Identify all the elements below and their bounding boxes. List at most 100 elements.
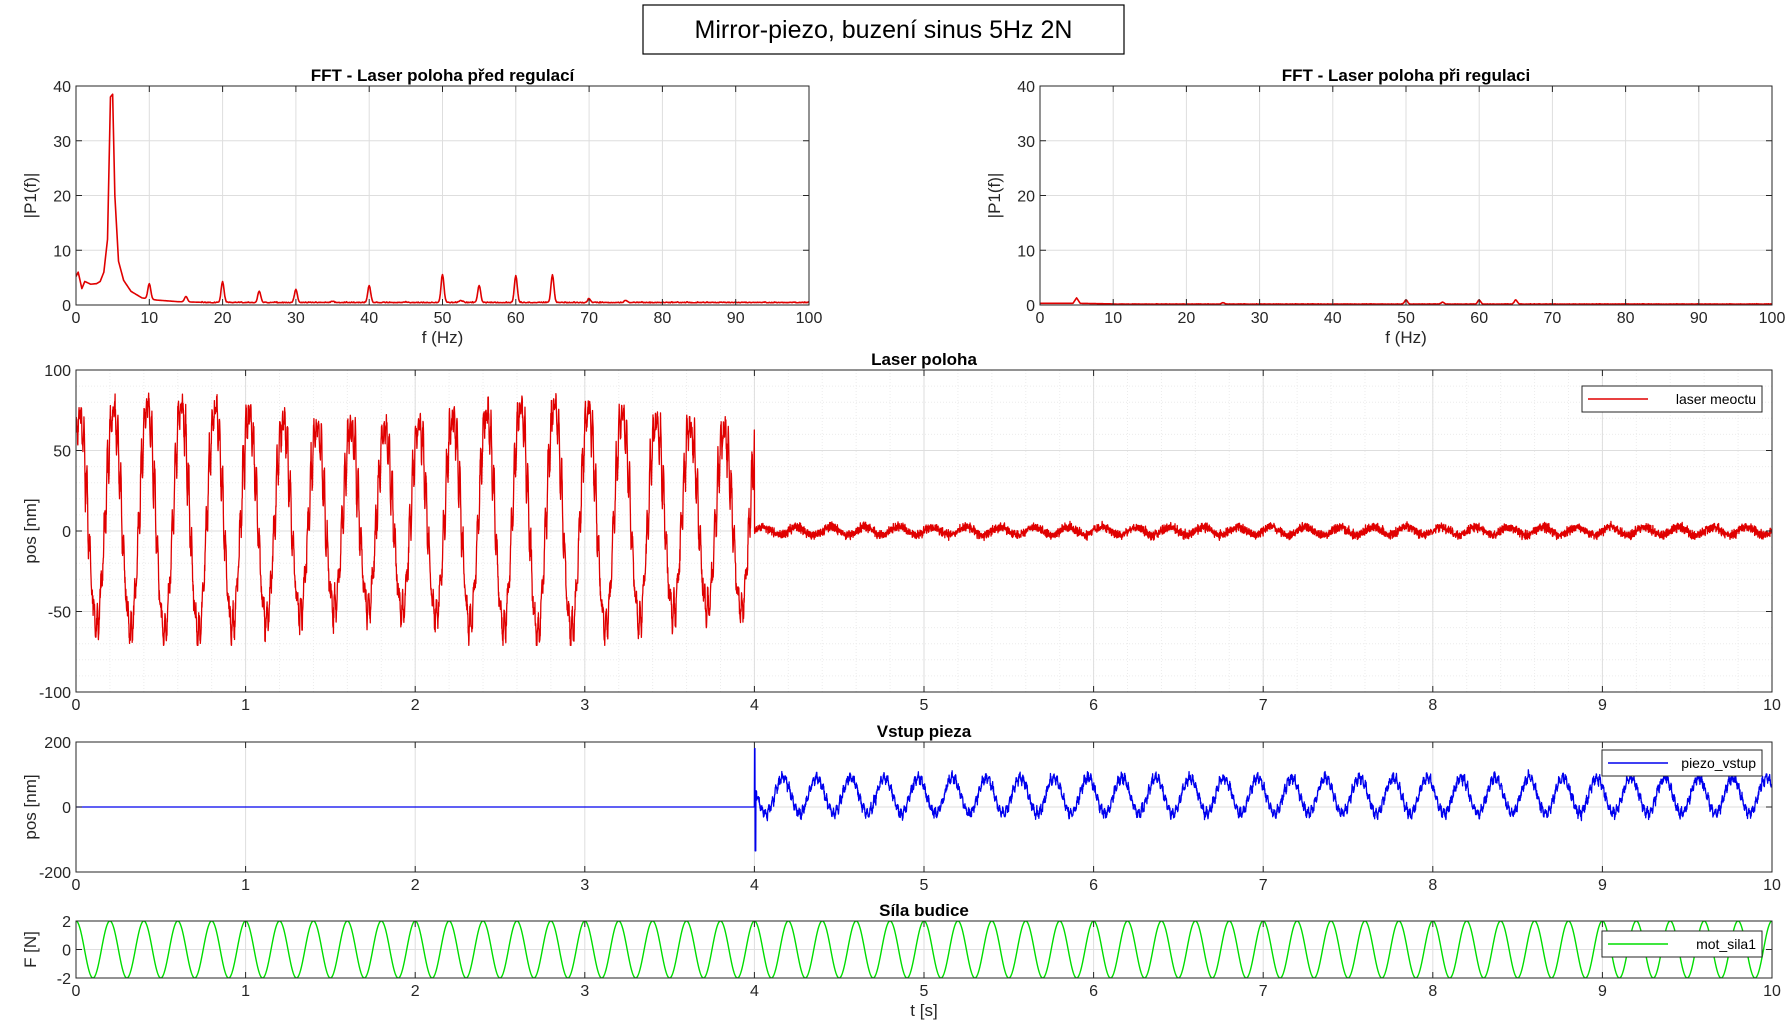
- legend-label: mot_sila1: [1696, 936, 1756, 952]
- tick-marks: [75, 369, 1773, 693]
- x-tick-label: 6: [1089, 697, 1098, 714]
- x-tick-label: 0: [72, 877, 81, 894]
- x-tick-label: 4: [750, 697, 759, 714]
- axes-fft-during: 0 10 20 30 40 50 60 70 80 90 100 0 10 20 30 40 FFT - Las…: [985, 66, 1785, 347]
- y-tick-label: 50: [53, 444, 71, 461]
- legend-label: piezo_vstup: [1681, 755, 1756, 771]
- axes-title: Vstup pieza: [877, 722, 972, 741]
- x-tick-labels: 0 10 20 30 40 50 60 70 80 90 100: [1036, 310, 1786, 327]
- x-tick-labels: 0 1 2 3 4 5 6 7 8 9 10: [72, 697, 1781, 714]
- y-tick-label: 10: [1017, 243, 1035, 260]
- y-tick-label: 0: [62, 298, 71, 315]
- x-tick-label: 50: [434, 310, 452, 327]
- y-axis-label: F [N]: [21, 931, 40, 968]
- x-tick-label: 6: [1089, 877, 1098, 894]
- y-tick-label: 0: [62, 943, 71, 960]
- legend-label: laser meoctu: [1676, 391, 1756, 407]
- series-group: [76, 93, 809, 304]
- y-tick-labels: -2 0 2: [57, 914, 71, 988]
- x-tick-label: 1: [241, 983, 250, 1000]
- y-tick-label: 20: [1017, 189, 1035, 206]
- x-tick-label: 70: [1544, 310, 1562, 327]
- x-tick-label: 30: [1251, 310, 1269, 327]
- y-tick-label: -100: [39, 685, 71, 702]
- y-tick-labels: 0 10 20 30 40: [53, 79, 71, 315]
- x-tick-label: 2: [411, 697, 420, 714]
- tick-marks: [1039, 85, 1773, 306]
- x-tick-label: 9: [1598, 697, 1607, 714]
- x-tick-label: 7: [1259, 697, 1268, 714]
- x-tick-label: 0: [1036, 310, 1045, 327]
- x-tick-label: 7: [1259, 983, 1268, 1000]
- x-tick-labels: 0 1 2 3 4 5 6 7 8 9 10: [72, 983, 1781, 1000]
- legend: mot_sila1: [1601, 930, 1763, 958]
- x-tick-label: 30: [287, 310, 305, 327]
- x-tick-label: 40: [360, 310, 378, 327]
- tick-marks: [75, 85, 810, 306]
- y-tick-label: 40: [1017, 79, 1035, 96]
- axes-title: FFT - Laser poloha před regulací: [311, 66, 576, 85]
- x-tick-label: 5: [920, 697, 929, 714]
- x-tick-label: 9: [1598, 983, 1607, 1000]
- x-tick-labels: 0 1 2 3 4 5 6 7 8 9 10: [72, 877, 1781, 894]
- x-tick-label: 20: [1178, 310, 1196, 327]
- y-tick-label: 2: [62, 914, 71, 931]
- y-tick-label: -2: [57, 971, 71, 988]
- x-tick-label: 3: [580, 697, 589, 714]
- y-axis-label: |P1(f)|: [985, 173, 1004, 219]
- x-tick-label: 8: [1428, 877, 1437, 894]
- y-tick-label: -50: [48, 605, 71, 622]
- series-group: [76, 747, 1772, 852]
- series-group: [76, 392, 1772, 646]
- x-tick-label: 5: [920, 983, 929, 1000]
- x-axis-label: f (Hz): [422, 328, 464, 347]
- excitation-force-line: [76, 921, 1772, 978]
- x-tick-label: 8: [1428, 983, 1437, 1000]
- y-tick-label: 30: [1017, 134, 1035, 151]
- x-tick-label: 0: [72, 310, 81, 327]
- x-tick-label: 70: [580, 310, 598, 327]
- x-tick-label: 40: [1324, 310, 1342, 327]
- y-tick-labels: 0 10 20 30 40: [1017, 79, 1035, 315]
- x-tick-label: 10: [1763, 983, 1781, 1000]
- axes-title: Síla budice: [879, 901, 969, 920]
- x-tick-label: 20: [214, 310, 232, 327]
- y-tick-label: 30: [53, 134, 71, 151]
- x-tick-label: 100: [796, 310, 823, 327]
- x-tick-label: 90: [727, 310, 745, 327]
- laser-position-line: [76, 392, 1772, 646]
- y-tick-label: 40: [53, 79, 71, 96]
- x-axis-label: f (Hz): [1385, 328, 1427, 347]
- x-tick-label: 60: [1470, 310, 1488, 327]
- x-tick-label: 4: [750, 877, 759, 894]
- x-tick-label: 80: [654, 310, 672, 327]
- x-tick-label: 90: [1690, 310, 1708, 327]
- y-tick-labels: -100 -50 0 50 100: [39, 363, 71, 702]
- x-tick-label: 3: [580, 983, 589, 1000]
- x-tick-label: 2: [411, 877, 420, 894]
- x-tick-label: 1: [241, 697, 250, 714]
- tick-marks: [75, 920, 1773, 979]
- x-tick-label: 9: [1598, 877, 1607, 894]
- x-tick-label: 7: [1259, 877, 1268, 894]
- x-tick-label: 50: [1397, 310, 1415, 327]
- y-axis-label: |P1(f)|: [21, 173, 40, 219]
- x-tick-label: 80: [1617, 310, 1635, 327]
- legend: piezo_vstup: [1601, 749, 1763, 777]
- y-axis-label: pos [nm]: [21, 774, 40, 839]
- x-tick-label: 10: [1763, 697, 1781, 714]
- y-tick-label: 20: [53, 189, 71, 206]
- x-tick-label: 10: [1763, 877, 1781, 894]
- y-axis-label: pos [nm]: [21, 498, 40, 563]
- x-tick-label: 0: [72, 983, 81, 1000]
- x-tick-label: 4: [750, 983, 759, 1000]
- y-tick-label: 0: [1026, 298, 1035, 315]
- y-tick-label: 0: [62, 524, 71, 541]
- x-tick-label: 6: [1089, 983, 1098, 1000]
- y-tick-labels: -200 0 200: [39, 735, 71, 882]
- piezo-input-line: [76, 747, 1772, 852]
- x-tick-label: 100: [1759, 310, 1786, 327]
